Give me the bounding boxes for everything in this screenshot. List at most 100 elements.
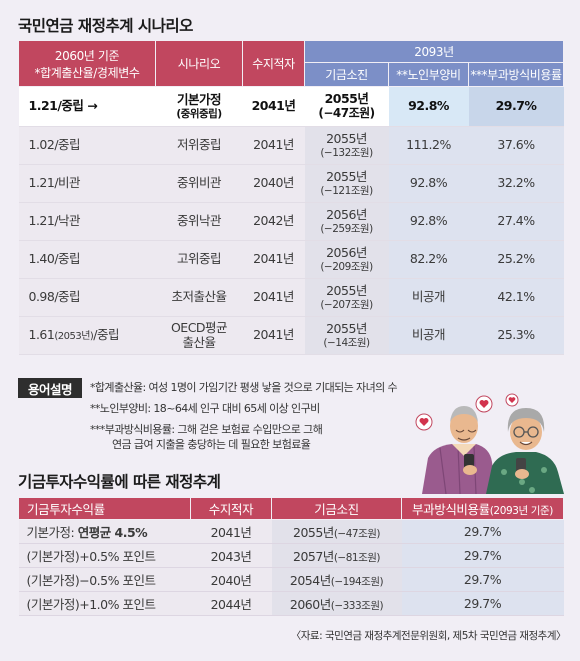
cell-deficit-year: 2041년 xyxy=(242,278,305,317)
header-cost-rate: 부과방식비용률(2093년 기준) xyxy=(401,497,564,520)
cell-scenario: 중위낙관 xyxy=(155,202,243,241)
depletion-year: 2060년 xyxy=(289,597,331,612)
depletion-year: 2055년 xyxy=(293,525,334,540)
cell-condition: 0.98/중립 xyxy=(18,278,156,317)
scenario-sub: (중위중립) xyxy=(176,107,222,120)
table-row: 1.61(2053년)/중립 OECD평균 출산율 2041년 2055년 (−14… xyxy=(18,316,564,355)
cell-cost-rate: 29.7% xyxy=(401,543,564,568)
section-title: 기금투자수익률에 따른 재정추계 xyxy=(18,473,221,491)
cell-depletion: 2060년(−333조원) xyxy=(271,591,402,616)
depletion-year: 2056년 xyxy=(326,207,367,223)
depletion-amount: (−132조원) xyxy=(320,146,373,159)
cell-cost-rate: 42.1% xyxy=(468,278,564,317)
cell-dependency: 82.2% xyxy=(388,240,469,279)
table-row: 0.98/중립 초저출산율 2041년 2055년 (−207조원) 비공개 42… xyxy=(18,278,564,317)
cell-dependency: 92.8% xyxy=(388,202,469,241)
cell-condition: 1.21/중립 → xyxy=(18,86,156,127)
glossary-line: 연금 급여 지출을 충당하는 데 필요한 보험료율 xyxy=(112,438,311,451)
cell-cost-rate: 25.2% xyxy=(468,240,564,279)
header-cost-rate-note: (2093년 기준) xyxy=(489,505,554,517)
depletion-year: 2054년 xyxy=(289,573,331,588)
cell-scenario: OECD평균 출산율 xyxy=(155,316,243,355)
cell-cost-rate: 29.7% xyxy=(468,86,564,127)
cell-cost-rate: 29.7% xyxy=(401,567,564,592)
cell-dependency: 비공개 xyxy=(388,316,469,355)
header-scenario: 시나리오 xyxy=(155,40,243,87)
depletion-year: 2057년 xyxy=(293,549,334,564)
source-note: 〈자료: 국민연금 재정추계전문위원회, 제5차 국민연금 재정추계〉 xyxy=(290,630,567,642)
header-depletion: 기금소진 xyxy=(271,497,402,520)
cell-condition: 1.61(2053년)/중립 xyxy=(18,316,156,355)
table-row: 1.40/중립 고위중립 2041년 2056년 (−209조원) 82.2% 2… xyxy=(18,240,564,279)
scenario-table: 2060년 기준 *합계출산율/경제변수 시나리오 수지적자 2093년 기금소… xyxy=(18,40,564,355)
cell-depletion: 2055년 (−121조원) xyxy=(304,164,389,203)
header-cost-rate: ***부과방식비용률 xyxy=(468,62,564,87)
cell-cost-rate: 25.3% xyxy=(468,316,564,355)
table-row: 1.02/중립 저위중립 2041년 2055년 (−132조원) 111.2% … xyxy=(18,126,564,165)
header-2093: 2093년 xyxy=(304,40,564,63)
table-row: 기본가정: 연평균 4.5% 2041년 2055년(−47조원) 29.7% xyxy=(18,519,564,544)
cell-scenario: 저위중립 xyxy=(155,126,243,165)
depletion-year: 2055년 xyxy=(326,321,367,337)
header-deficit-year: 수지적자 xyxy=(242,40,305,87)
header-condition-line2: *합계출산율/경제변수 xyxy=(34,65,140,80)
cell-cost-rate: 29.7% xyxy=(401,591,564,616)
cell-deficit-year: 2042년 xyxy=(242,202,305,241)
depletion-amount: (−14조원) xyxy=(323,336,370,349)
header-depletion: 기금소진 xyxy=(304,62,389,87)
condition-year: (2053년) xyxy=(54,331,94,343)
header-cost-rate-label: 부과방식비용률 xyxy=(412,502,490,517)
glossary: 용어설명 *합계출산율: 여성 1명이 가임기간 평생 낳을 것으로 기대되는 … xyxy=(18,376,558,456)
table-row: 1.21/낙관 중위낙관 2042년 2056년 (−259조원) 92.8% 2… xyxy=(18,202,564,241)
cell-cost-rate: 32.2% xyxy=(468,164,564,203)
depletion-amount: (−47조원) xyxy=(318,105,375,120)
cell-depletion: 2057년(−81조원) xyxy=(271,543,402,568)
cell-dependency: 111.2% xyxy=(388,126,469,165)
cell-condition: 1.21/비관 xyxy=(18,164,156,203)
header-condition: 2060년 기준 *합계출산율/경제변수 xyxy=(18,40,156,87)
header-deficit-year: 수지적자 xyxy=(190,497,272,520)
cell-deficit-year: 2040년 xyxy=(242,164,305,203)
depletion-amount: (−209조원) xyxy=(320,260,373,273)
header-dependency: **노인부양비 xyxy=(388,62,469,87)
cell-deficit-year: 2041년 xyxy=(242,240,305,279)
heart-icon xyxy=(505,393,519,407)
cell-cost-rate: 27.4% xyxy=(468,202,564,241)
cell-depletion: 2055년 (−14조원) xyxy=(304,316,389,355)
cell-condition: 1.02/중립 xyxy=(18,126,156,165)
cell-depletion: 2056년 (−259조원) xyxy=(304,202,389,241)
header-condition-line1: 2060년 기준 xyxy=(54,48,120,63)
cell-depletion: 2055년 (−132조원) xyxy=(304,126,389,165)
cell-cost-rate: 29.7% xyxy=(401,519,564,544)
cell-deficit-year: 2041년 xyxy=(242,126,305,165)
return-label-bold: 연평균 4.5% xyxy=(77,525,148,540)
table-row: (기본가정)+1.0% 포인트 2044년 2060년(−333조원) 29.7… xyxy=(18,591,564,616)
depletion-amount: (−81조원) xyxy=(333,552,381,564)
cell-scenario: 고위중립 xyxy=(155,240,243,279)
depletion-amount: (−207조원) xyxy=(320,298,373,311)
cell-scenario: 중위비관 xyxy=(155,164,243,203)
cell-deficit-year: 2043년 xyxy=(190,543,272,568)
cell-condition: 1.21/낙관 xyxy=(18,202,156,241)
cell-condition: 1.40/중립 xyxy=(18,240,156,279)
cell-deficit-year: 2041년 xyxy=(242,316,305,355)
glossary-line: **노인부양비: 18~64세 인구 대비 65세 이상 인구비 xyxy=(90,402,320,415)
depletion-amount: (−194조원) xyxy=(330,576,384,588)
cell-deficit-year: 2044년 xyxy=(190,591,272,616)
cell-depletion: 2055년(−47조원) xyxy=(304,86,389,127)
scenario-sub: 출산율 xyxy=(182,334,216,350)
condition-tail: /중립 xyxy=(93,327,120,343)
depletion-year: 2055년 xyxy=(326,283,367,299)
cell-deficit-year: 2041년 xyxy=(242,86,305,127)
cell-deficit-year: 2041년 xyxy=(190,519,272,544)
scenario-name: 기본가정 xyxy=(176,92,222,108)
glossary-line: ***부과방식비용률: 그해 걷은 보험료 수입만으로 그해 xyxy=(90,423,323,436)
elderly-couple-illustration xyxy=(415,393,564,494)
cell-dependency: 92.8% xyxy=(388,86,469,127)
depletion-year: 2055년 xyxy=(324,91,369,107)
table-row: (기본가정)+0.5% 포인트 2043년 2057년(−81조원) 29.7% xyxy=(18,543,564,568)
table-row: 1.21/비관 중위비관 2040년 2055년 (−121조원) 92.8% 3… xyxy=(18,164,564,203)
cell-depletion: 2055년(−47조원) xyxy=(271,519,402,544)
heart-icon xyxy=(415,413,433,431)
cell-return: (기본가정)−0.5% 포인트 xyxy=(18,567,191,592)
